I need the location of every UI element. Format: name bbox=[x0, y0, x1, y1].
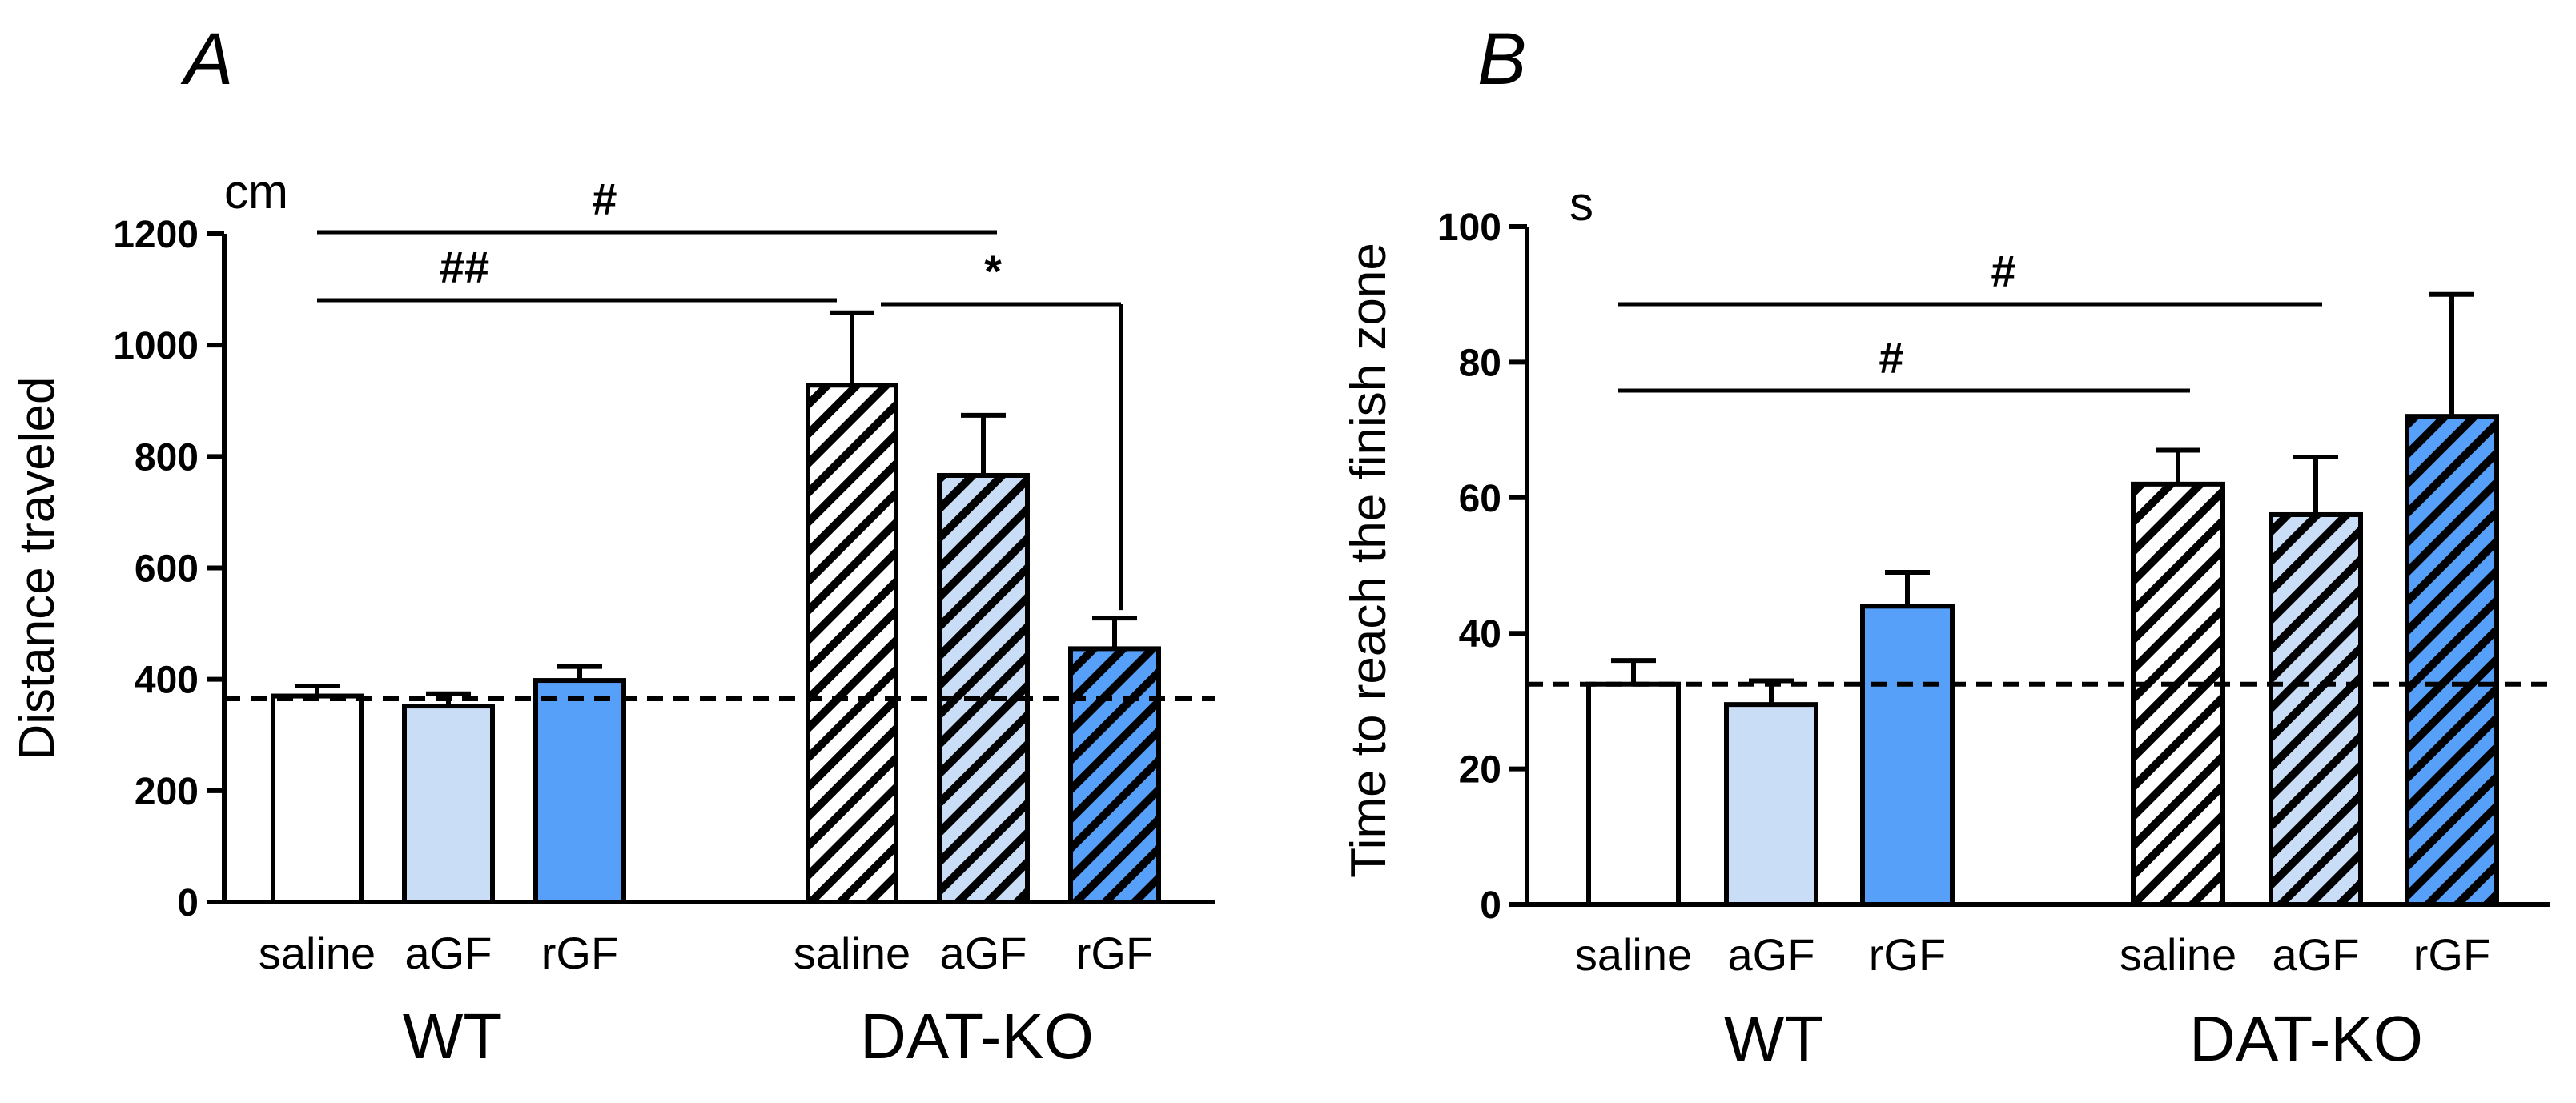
x-category-label: rGF bbox=[541, 928, 618, 978]
x-category-label: aGF bbox=[1728, 929, 1815, 980]
y-tick-label: 60 bbox=[1459, 478, 1501, 520]
bar-wt-saline bbox=[1586, 681, 1681, 907]
bar-wt-saline bbox=[271, 693, 364, 905]
significance-label: # bbox=[592, 174, 617, 224]
y-unit-label: cm bbox=[224, 165, 288, 219]
y-tick-label: 400 bbox=[135, 660, 199, 702]
x-category-label: rGF bbox=[2413, 929, 2490, 980]
y-tick-label: 600 bbox=[135, 548, 199, 591]
group-label: DAT-KO bbox=[2189, 1003, 2423, 1074]
bar-dat-ko-rgf bbox=[2405, 414, 2499, 907]
y-axis-title: Time to reach the finish zone bbox=[1341, 243, 1397, 878]
bar-dat-ko-saline bbox=[2131, 481, 2225, 907]
y-tick-label: 0 bbox=[177, 882, 199, 925]
bar-wt-rgf bbox=[1860, 604, 1955, 907]
y-tick-label: 40 bbox=[1459, 613, 1501, 656]
x-category-label: saline bbox=[259, 928, 376, 978]
bar-dat-ko-agf bbox=[937, 472, 1030, 904]
panel-letter: A bbox=[180, 18, 233, 100]
y-tick-label: 1200 bbox=[113, 214, 199, 256]
x-category-label: saline bbox=[794, 928, 910, 978]
bar-wt-agf bbox=[1724, 702, 1818, 908]
y-tick-label: 1000 bbox=[113, 325, 199, 367]
y-tick-label: 0 bbox=[1480, 884, 1501, 927]
group-label: WT bbox=[403, 1001, 502, 1072]
group-label: DAT-KO bbox=[860, 1001, 1094, 1072]
panel-b-chart: B 0 20 40 60 80 100 s Time to reach the finish z… bbox=[1341, 18, 2550, 1074]
x-category-label: rGF bbox=[1076, 928, 1153, 978]
significance-label: ## bbox=[440, 242, 489, 292]
y-tick-label: 80 bbox=[1459, 342, 1501, 384]
panel-letter: B bbox=[1477, 18, 1526, 100]
group-label: WT bbox=[1724, 1003, 1823, 1074]
x-category-label: rGF bbox=[1869, 929, 1946, 980]
y-axis-title: Distance traveled bbox=[10, 376, 65, 760]
y-tick-label: 20 bbox=[1459, 749, 1501, 792]
y-tick-label: 200 bbox=[135, 771, 199, 813]
x-category-label: saline bbox=[2120, 929, 2236, 980]
x-category-label: aGF bbox=[940, 928, 1027, 978]
panel-a-chart: A 0 200 400 600 800 1000 1200 cm Distance travele… bbox=[10, 18, 1215, 1072]
y-tick-label: 100 bbox=[1437, 207, 1501, 249]
bar-dat-ko-saline bbox=[806, 383, 898, 904]
y-tick-label: 800 bbox=[135, 436, 199, 479]
bar-dat-ko-agf bbox=[2269, 511, 2363, 907]
significance-label: # bbox=[1879, 332, 1903, 383]
x-category-label: aGF bbox=[405, 928, 492, 978]
significance-label: # bbox=[1991, 246, 2015, 296]
y-unit-label: s bbox=[1569, 177, 1593, 231]
bar-wt-rgf bbox=[533, 678, 626, 905]
significance-label: * bbox=[984, 246, 1002, 296]
x-category-label: aGF bbox=[2273, 929, 2360, 980]
bar-wt-agf bbox=[402, 704, 495, 904]
x-category-label: saline bbox=[1575, 929, 1692, 980]
bar-dat-ko-rgf bbox=[1068, 646, 1161, 904]
